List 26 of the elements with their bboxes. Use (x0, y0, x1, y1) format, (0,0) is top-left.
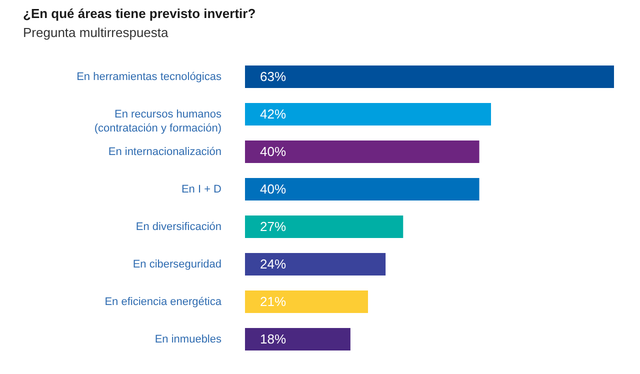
bar (245, 178, 480, 200)
data-label: 21% (260, 294, 286, 309)
y-tick-label: En ciberseguridad (132, 258, 222, 270)
bar (245, 290, 368, 313)
y-tick-label: En I + D (181, 183, 222, 196)
bar (245, 66, 614, 88)
bar (245, 216, 404, 238)
text: ¿En qué áreas tiene previsto invertir? (23, 6, 256, 21)
bar (245, 140, 480, 163)
data-label: 40% (260, 144, 286, 159)
data-label: 40% (260, 181, 286, 196)
bar (245, 328, 350, 350)
y-tick-label: En recursos humanos (contratación y formación) (94, 108, 222, 134)
y-tick-label: En internacionalización (108, 146, 222, 158)
y-tick-label: En herramientas tecnológicas (76, 70, 222, 83)
y-tick-label: En eficiencia energética (104, 296, 222, 308)
bar (245, 103, 491, 126)
data-label: 27% (260, 218, 286, 234)
text: Pregunta multirrespuesta (23, 25, 170, 40)
data-label: 63% (260, 68, 286, 84)
bar (245, 253, 386, 276)
data-label: 42% (260, 106, 286, 122)
y-tick-label: En inmuebles (154, 333, 222, 346)
data-label: 24% (260, 256, 286, 272)
data-label: 18% (260, 331, 286, 346)
y-tick-label: En diversificación (136, 220, 222, 233)
